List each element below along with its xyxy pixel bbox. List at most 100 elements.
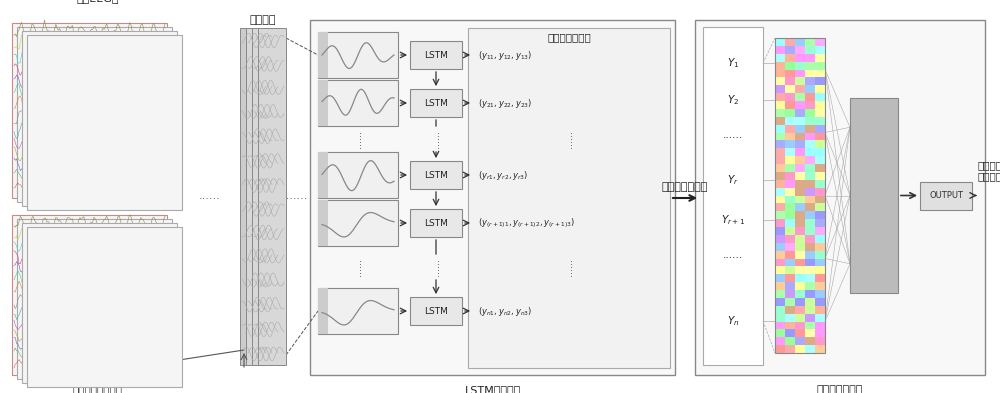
Bar	[805, 266, 815, 274]
Bar	[775, 259, 785, 266]
Text: OUTPUT: OUTPUT	[929, 191, 963, 200]
Bar	[805, 54, 815, 62]
Bar	[775, 172, 785, 180]
Bar	[795, 195, 805, 203]
Bar	[805, 132, 815, 140]
Bar	[795, 93, 805, 101]
Bar	[815, 290, 825, 298]
Bar	[805, 125, 815, 132]
Text: $(y_{21},y_{22},y_{23})$: $(y_{21},y_{22},y_{23})$	[478, 97, 532, 110]
FancyBboxPatch shape	[246, 28, 274, 365]
Bar	[785, 195, 795, 203]
Bar	[775, 195, 785, 203]
Bar	[805, 282, 815, 290]
Bar	[775, 164, 785, 172]
Text: ......: ......	[723, 250, 743, 260]
Bar	[785, 93, 795, 101]
Bar	[805, 180, 815, 187]
Bar	[785, 227, 795, 235]
Text: ......: ......	[199, 191, 221, 201]
Bar	[775, 329, 785, 337]
Bar	[815, 172, 825, 180]
Bar	[775, 46, 785, 54]
Bar	[795, 38, 805, 46]
Bar	[805, 211, 815, 219]
Text: LSTM神经网络: LSTM神经网络	[464, 385, 521, 393]
Bar	[805, 140, 815, 148]
Bar	[805, 195, 815, 203]
Bar	[815, 321, 825, 329]
Bar	[815, 125, 825, 132]
Bar	[805, 148, 815, 156]
Bar	[805, 93, 815, 101]
Bar	[815, 117, 825, 125]
FancyBboxPatch shape	[468, 28, 670, 368]
Bar	[785, 306, 795, 314]
Bar	[785, 38, 795, 46]
Bar	[815, 164, 825, 172]
Bar	[805, 227, 815, 235]
FancyBboxPatch shape	[22, 31, 177, 206]
Bar	[775, 117, 785, 125]
FancyBboxPatch shape	[318, 152, 328, 198]
Bar	[775, 54, 785, 62]
Bar	[775, 219, 785, 227]
FancyBboxPatch shape	[318, 32, 328, 78]
Bar	[785, 109, 795, 117]
Bar	[775, 132, 785, 140]
FancyBboxPatch shape	[12, 215, 167, 375]
Bar	[815, 337, 825, 345]
Bar	[785, 329, 795, 337]
Bar	[815, 306, 825, 314]
Bar	[785, 219, 795, 227]
Bar	[785, 282, 795, 290]
Text: $Y_n$: $Y_n$	[727, 314, 739, 328]
Bar	[795, 140, 805, 148]
Bar	[775, 93, 785, 101]
Bar	[775, 274, 785, 282]
Bar	[795, 85, 805, 93]
Bar	[805, 203, 815, 211]
Bar	[805, 314, 815, 321]
Bar	[785, 54, 795, 62]
Bar	[815, 282, 825, 290]
Bar	[805, 290, 815, 298]
Bar	[815, 70, 825, 77]
Bar	[795, 77, 805, 85]
Bar	[795, 117, 805, 125]
Bar	[805, 345, 815, 353]
Bar	[795, 345, 805, 353]
Bar	[795, 54, 805, 62]
Bar	[775, 140, 785, 148]
Text: LSTM: LSTM	[424, 219, 448, 228]
Bar	[815, 314, 825, 321]
Bar	[805, 243, 815, 251]
Bar	[805, 101, 815, 109]
Bar	[785, 235, 795, 243]
Bar	[805, 298, 815, 306]
Bar	[815, 219, 825, 227]
Bar	[795, 274, 805, 282]
Bar	[785, 101, 795, 109]
Bar	[805, 251, 815, 259]
Bar	[775, 235, 785, 243]
Text: 一次分割: 一次分割	[250, 15, 276, 25]
Bar	[815, 266, 825, 274]
Text: ......: ......	[723, 130, 743, 140]
Bar	[815, 211, 825, 219]
Bar	[785, 70, 795, 77]
Bar	[795, 164, 805, 172]
Bar	[805, 77, 815, 85]
FancyBboxPatch shape	[318, 288, 328, 334]
Bar	[785, 148, 795, 156]
Bar	[775, 62, 785, 70]
Bar	[805, 109, 815, 117]
Bar	[815, 77, 825, 85]
Bar	[815, 101, 825, 109]
Bar	[795, 46, 805, 54]
Bar	[815, 227, 825, 235]
Bar	[795, 172, 805, 180]
FancyBboxPatch shape	[22, 223, 177, 383]
Bar	[785, 125, 795, 132]
Bar	[785, 140, 795, 148]
